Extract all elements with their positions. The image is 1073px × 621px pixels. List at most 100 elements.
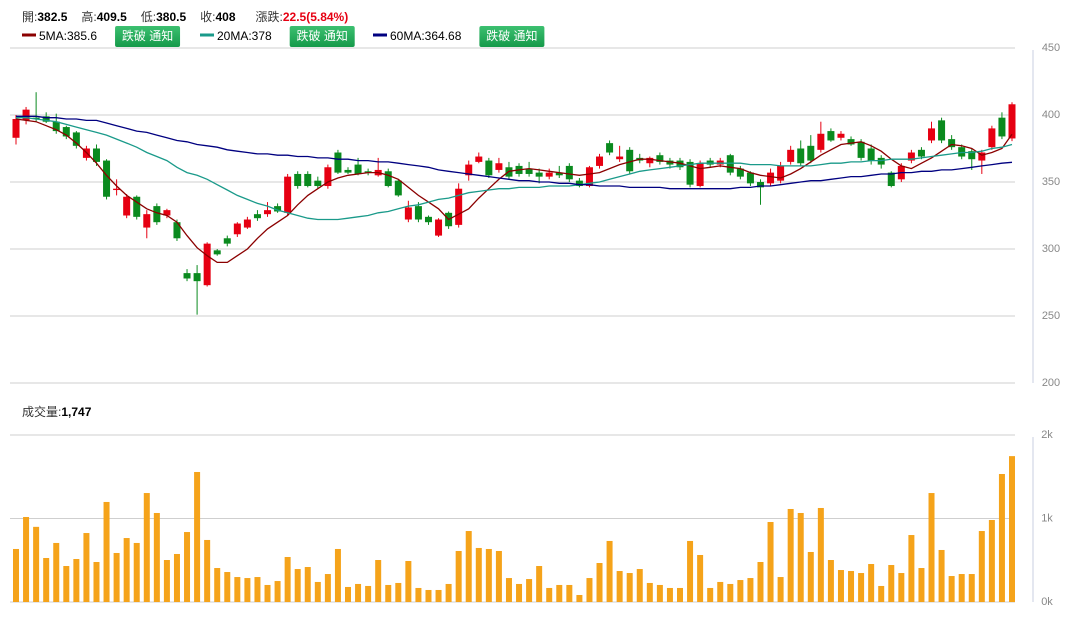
- volume-bar: [938, 549, 945, 602]
- volume-bar: [636, 569, 643, 602]
- candle-body: [384, 171, 392, 187]
- ohlc-value: 409.5: [97, 10, 127, 24]
- candle-body: [626, 149, 634, 172]
- candle-body: [797, 148, 805, 164]
- candle-body: [887, 172, 895, 187]
- volume-bar: [113, 552, 120, 602]
- candle-body: [555, 172, 563, 176]
- candle-body: [676, 160, 684, 168]
- volume-bar: [425, 589, 432, 602]
- candle-body: [948, 139, 956, 148]
- candle-body: [233, 223, 241, 235]
- volume-bar: [727, 583, 734, 602]
- y-tick-label: 2k: [1041, 429, 1053, 441]
- candle-body: [827, 131, 835, 141]
- candle-body: [535, 172, 543, 177]
- candle-body: [998, 117, 1006, 137]
- volume-bar: [626, 573, 633, 602]
- candle-body: [163, 210, 171, 216]
- candle-body: [213, 250, 221, 255]
- change-label: 漲跌:: [256, 9, 283, 24]
- notify-button[interactable]: [289, 26, 355, 47]
- volume-bar: [294, 569, 301, 602]
- volume-bar: [264, 584, 271, 602]
- volume-bar: [556, 584, 563, 602]
- candle-body: [485, 160, 493, 176]
- volume-bar: [234, 577, 241, 602]
- volume-bar: [646, 582, 653, 602]
- volume-bar: [365, 585, 372, 602]
- candle-body: [575, 180, 583, 187]
- volume-bar: [707, 587, 714, 602]
- volume-bar: [767, 522, 774, 602]
- candle-body: [1008, 104, 1016, 139]
- volume-bar: [415, 587, 422, 602]
- candle-body: [525, 168, 533, 174]
- volume-bar: [244, 578, 251, 602]
- volume-bar: [677, 587, 683, 602]
- volume-bar: [717, 581, 724, 602]
- notify-button[interactable]: [115, 26, 181, 47]
- volume-title: 成交量:: [22, 404, 61, 419]
- volume-bar: [878, 585, 885, 602]
- volume-bar: [697, 554, 704, 602]
- y-tick-label: 300: [1042, 243, 1060, 255]
- candle-body: [917, 149, 925, 157]
- volume-bar: [656, 584, 663, 602]
- volume-bar: [43, 557, 50, 602]
- volume-bar: [385, 584, 392, 602]
- volume-bar: [173, 553, 180, 602]
- candle-body: [867, 148, 875, 161]
- candle-body: [334, 152, 342, 173]
- candle-body: [656, 155, 664, 162]
- volume-bar: [405, 561, 412, 602]
- volume-bar: [666, 587, 673, 602]
- volume-bar: [13, 548, 19, 602]
- volume-bar: [465, 531, 472, 602]
- candle-body: [52, 121, 60, 132]
- volume-bar: [536, 566, 543, 602]
- candle-body: [22, 109, 30, 121]
- volume-bar: [526, 579, 533, 602]
- legend-label: 60MA:364.68: [390, 29, 462, 43]
- candle-body: [153, 206, 161, 223]
- candle-body: [284, 176, 292, 213]
- volume-bar: [898, 573, 905, 602]
- volume-bar: [1009, 456, 1015, 602]
- candle-body: [585, 167, 593, 187]
- volume-bar: [53, 542, 60, 602]
- volume-bar: [596, 563, 603, 602]
- volume-bar: [848, 571, 855, 602]
- ohlc-label: 開:: [22, 10, 37, 24]
- candle-body: [767, 172, 775, 184]
- candle-body: [394, 180, 402, 196]
- volume-bar: [314, 581, 321, 602]
- candle-body: [978, 152, 986, 161]
- volume-bar: [33, 526, 40, 602]
- volume-bar: [284, 556, 291, 602]
- volume-bar: [324, 574, 331, 602]
- candle-body: [475, 156, 483, 162]
- y-tick-label: 200: [1042, 377, 1060, 389]
- volume-bar: [516, 583, 523, 602]
- candle-body: [324, 167, 332, 187]
- ma-line: [15, 118, 1013, 264]
- volume-bar: [133, 542, 140, 602]
- candle-body: [646, 157, 654, 164]
- ohlc-value: 408: [215, 10, 235, 24]
- candle-body: [344, 169, 352, 173]
- volume-bar: [455, 550, 462, 602]
- volume-bar: [123, 538, 130, 602]
- candle-body: [274, 206, 282, 212]
- notify-button[interactable]: [479, 26, 545, 47]
- volume-bar: [807, 551, 814, 602]
- candle-body: [787, 149, 795, 162]
- volume-bar: [817, 507, 824, 602]
- notify-button-label: 跌破 通知: [297, 28, 348, 43]
- volume-bar: [586, 578, 593, 602]
- candle-body: [203, 243, 211, 286]
- ohlc-label: 收:: [200, 10, 215, 24]
- candle-body: [455, 188, 463, 225]
- volume-bar: [566, 584, 573, 602]
- volume-bar: [214, 568, 221, 602]
